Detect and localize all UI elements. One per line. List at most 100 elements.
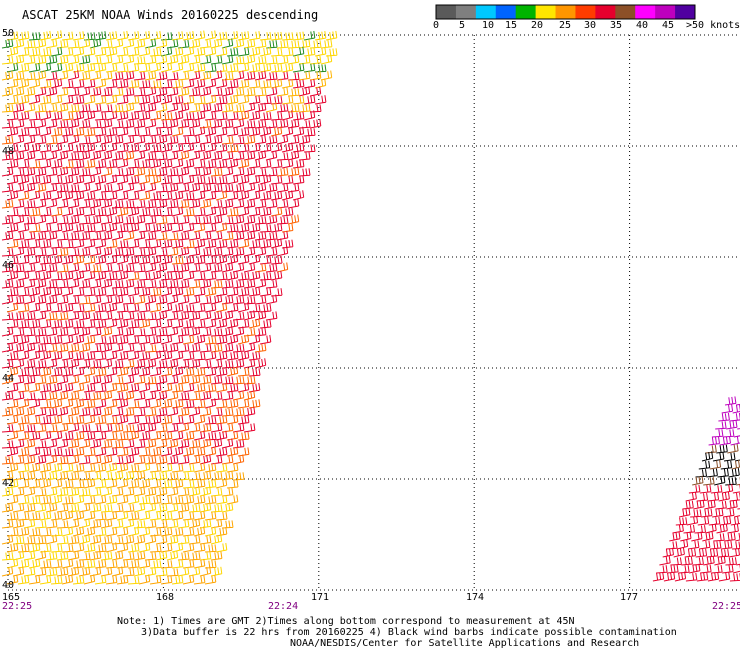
legend-swatch [595,5,616,19]
wind-barb [149,511,162,521]
wind-barb [171,431,184,441]
wind-barb [28,62,41,73]
wind-barb [89,294,102,305]
wind-barb [149,544,162,553]
wind-barb [6,190,19,201]
wind-barb [320,70,333,81]
note-line: NOAA/NESDIS/Center for Satellite Applica… [290,638,640,649]
wind-barb [116,432,129,441]
wind-barb [155,310,168,321]
wind-barb [78,136,91,145]
wind-barb [199,215,212,225]
wind-barb [83,478,96,489]
wind-barb [226,208,239,217]
wind-barb [67,232,80,241]
wind-barb [149,527,162,537]
wind-barb [177,136,190,145]
wind-barb [204,239,217,249]
wind-barb [34,343,47,353]
wind-barb [210,119,223,129]
wind-barb [12,327,25,337]
wind-barb [138,191,151,201]
wind-barb [28,207,41,217]
wind-barb [1,39,14,49]
wind-barb [94,254,107,265]
wind-barb [89,566,102,577]
wind-barb [259,303,272,313]
wind-barb [138,479,151,489]
wind-barb [105,222,118,233]
wind-barb [248,287,261,297]
wind-barb [254,39,267,49]
wind-barb [735,403,740,406]
wind-barb [149,158,162,169]
wind-barb [12,167,25,177]
wind-barb [226,95,239,105]
wind-barb [160,142,173,153]
wind-barb [210,391,223,401]
wind-barb [78,326,91,337]
wind-barb [133,343,146,353]
wind-barb [177,150,190,161]
wind-barb [232,247,245,257]
wind-barb [199,407,212,417]
wind-barb [292,111,305,121]
wind-barb [67,518,80,529]
wind-barb [221,183,234,193]
wind-barb [17,63,30,73]
wind-barb [23,567,36,577]
wind-barb [281,32,294,41]
wind-barb [56,520,69,529]
wind-barb [23,375,36,385]
wind-barb [715,421,727,430]
wind-barb [39,223,52,233]
wind-barb [215,96,228,105]
wind-barb [287,55,300,65]
wind-barb [45,230,58,241]
wind-barb [72,159,85,169]
wind-barb [204,446,217,457]
wind-barb [89,182,102,193]
wind-barb [199,486,212,497]
wind-barb [204,111,217,121]
wind-barb [122,119,135,129]
wind-barb [127,143,140,153]
wind-barb [232,344,245,353]
wind-barb [193,272,206,281]
wind-barb [6,223,19,233]
wind-barb [193,510,206,521]
wind-barb [149,192,162,201]
wind-barb [160,496,173,505]
wind-barb [188,263,201,273]
wind-barb [122,230,135,241]
wind-barb [83,270,96,281]
wind-barb [34,278,47,289]
wind-barb [111,120,124,129]
wind-barb [166,406,179,417]
wind-barb [23,294,36,305]
wind-barb [237,174,250,185]
wind-barb [215,239,228,249]
wind-barb [221,262,234,273]
wind-barb [303,95,316,105]
wind-barb [67,487,80,497]
wind-barb [100,358,113,369]
lat-label: 44 [2,373,15,384]
wind-barb [694,525,706,534]
wind-barb [39,560,52,569]
wind-barb [728,548,740,558]
wind-barb [61,240,74,249]
wind-barb [685,572,698,582]
wind-barb [210,518,223,529]
wind-barb [270,142,283,153]
wind-barb [188,182,201,193]
wind-barb [61,174,74,185]
wind-barb [698,540,711,550]
wind-barb [725,557,737,566]
wind-barb [221,343,234,353]
wind-barb [50,303,63,313]
wind-barb [215,143,228,153]
wind-barb [61,31,74,41]
wind-barb [265,311,278,321]
wind-barb [122,534,135,545]
